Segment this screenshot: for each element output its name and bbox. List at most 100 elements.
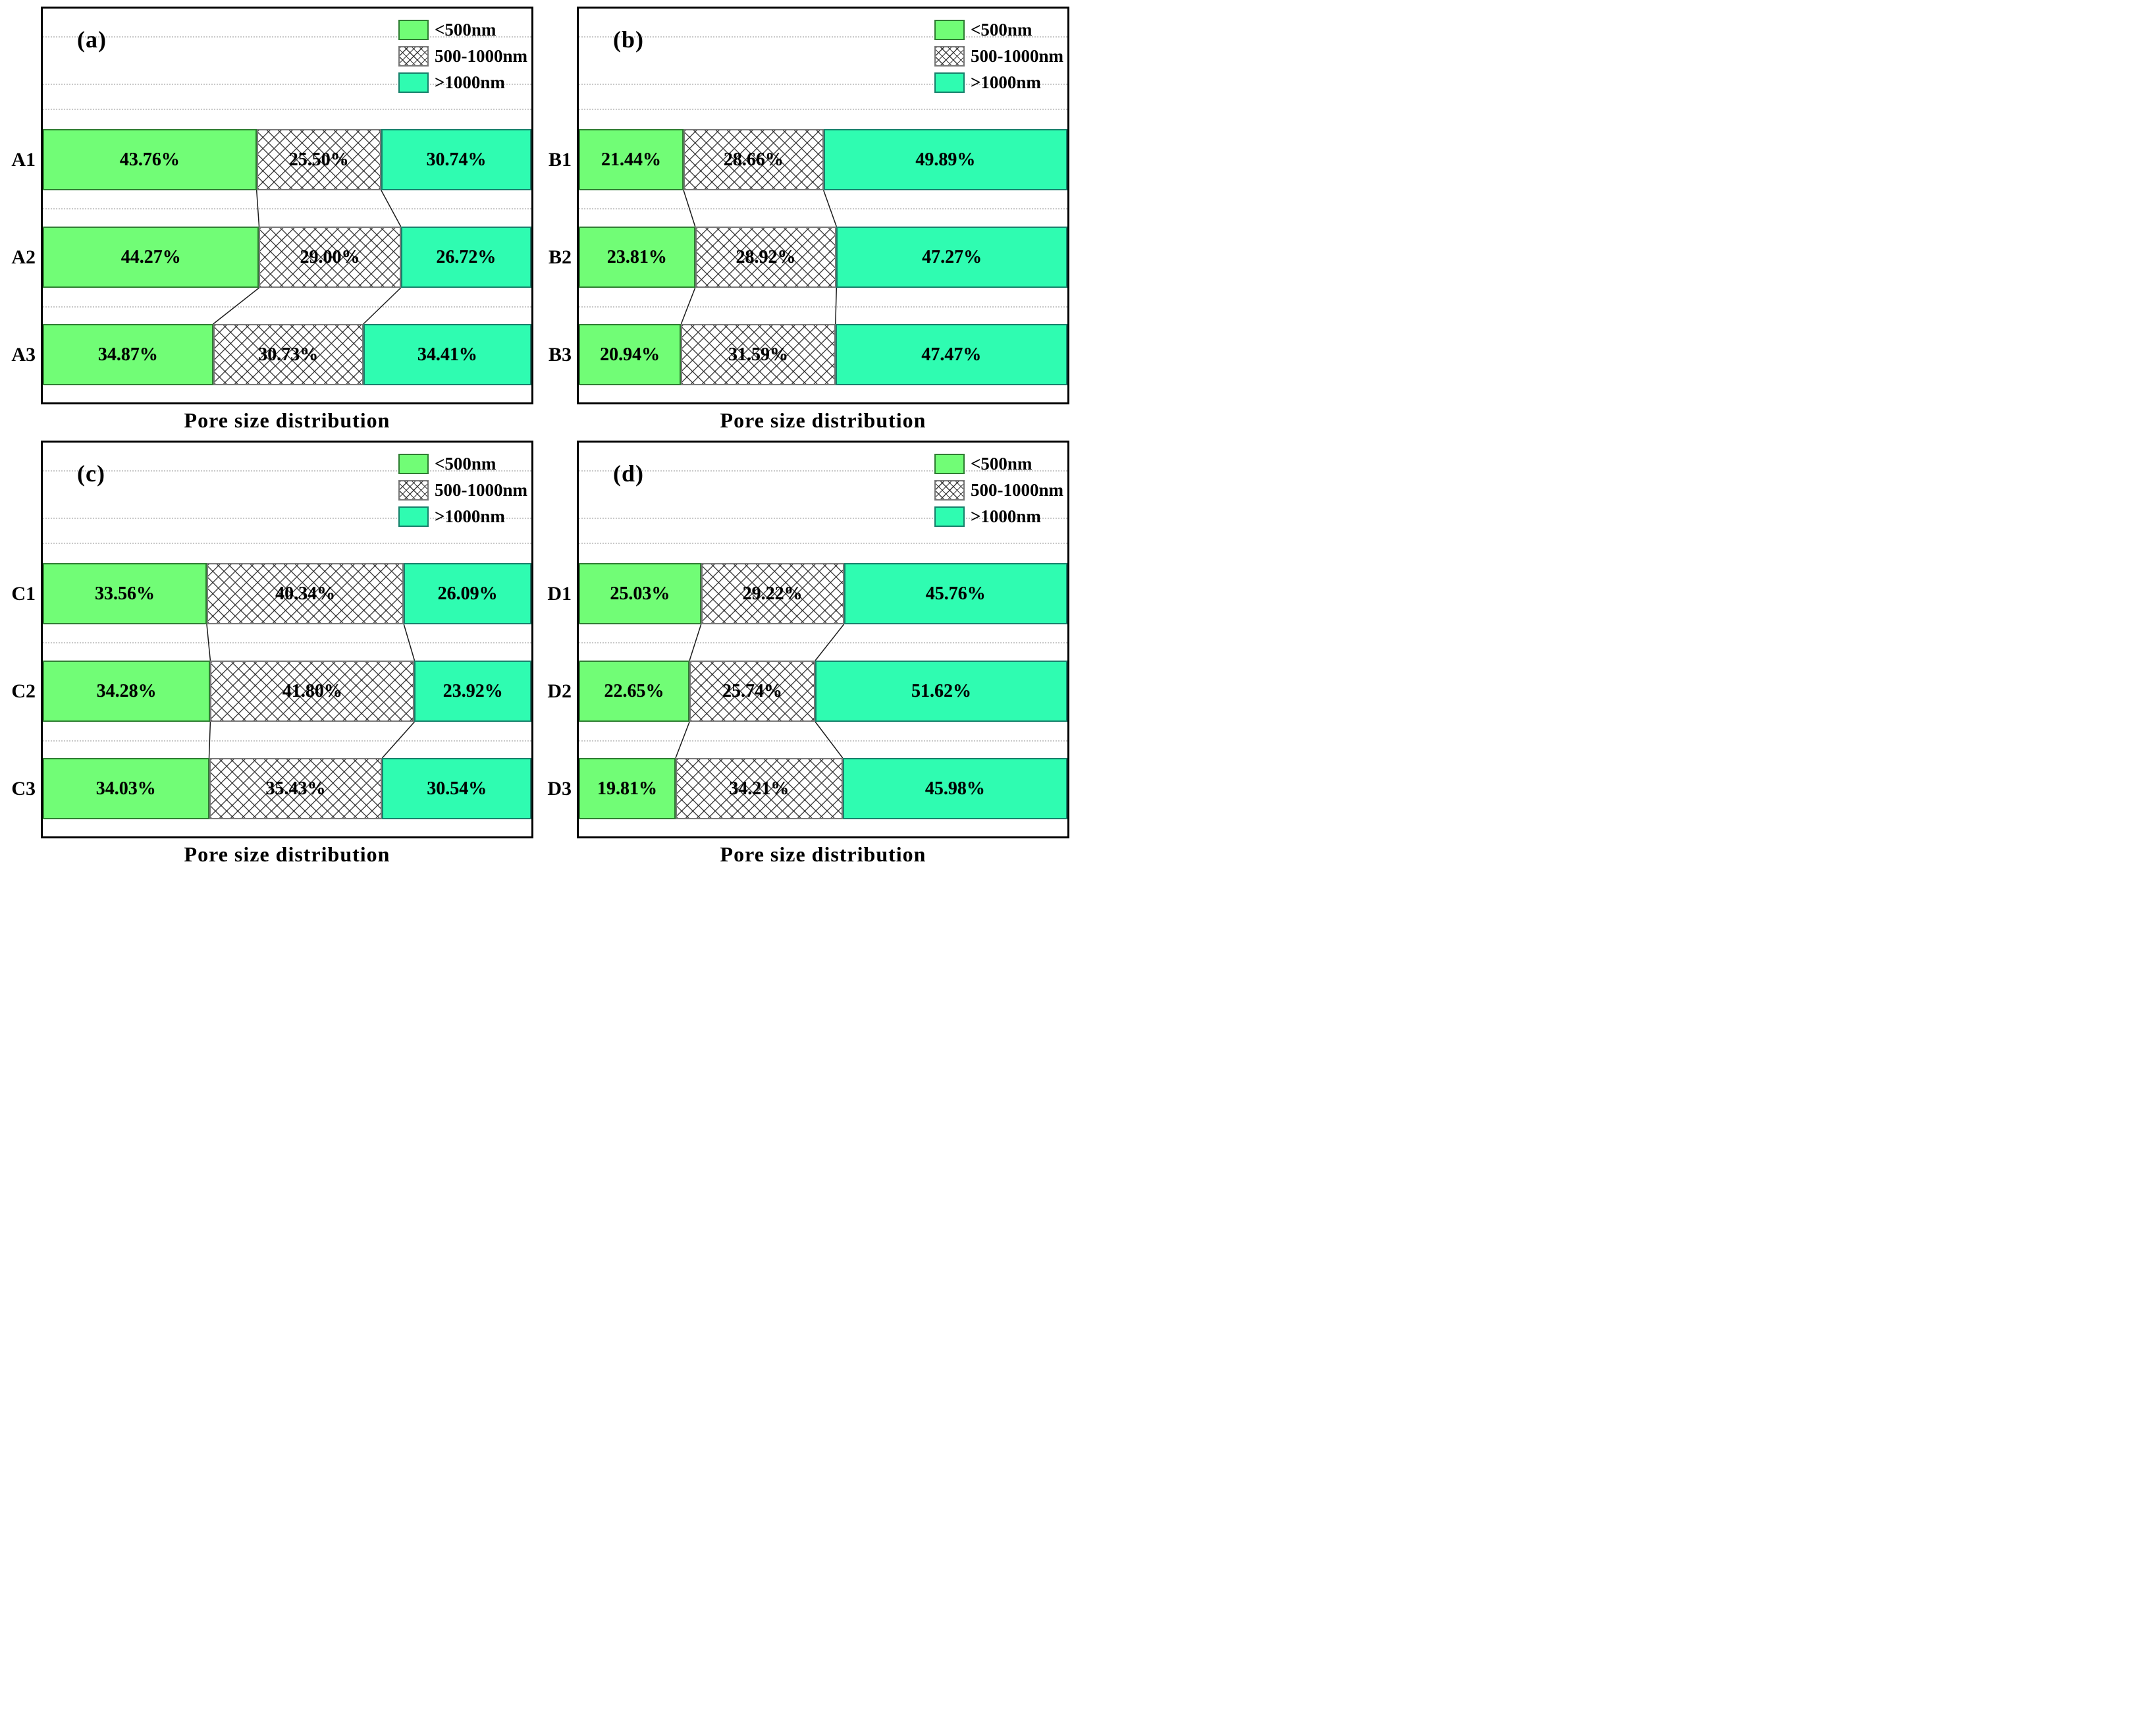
legend-swatch-icon bbox=[934, 20, 965, 40]
bar-segment: 35.43% bbox=[209, 758, 383, 819]
segment-connector-line bbox=[381, 190, 402, 227]
bar-segment: 49.89% bbox=[823, 129, 1067, 190]
segment-value-label: 34.87% bbox=[97, 344, 158, 365]
segment-connector-line bbox=[689, 624, 702, 661]
segment-connector-line bbox=[208, 721, 211, 759]
bar-segment: 47.47% bbox=[835, 324, 1067, 385]
legend-item: >1000nm bbox=[934, 70, 1063, 95]
segment-value-label: 21.44% bbox=[601, 149, 662, 170]
legend-item: >1000nm bbox=[398, 70, 527, 95]
gridline bbox=[579, 740, 1067, 742]
bar-segment: 28.92% bbox=[695, 227, 837, 288]
legend-item: 500-1000nm bbox=[398, 478, 527, 502]
legend-label: >1000nm bbox=[971, 506, 1041, 526]
legend-item: <500nm bbox=[934, 452, 1063, 476]
segment-connector-line bbox=[815, 721, 844, 759]
legend-item: 500-1000nm bbox=[398, 44, 527, 68]
segment-value-label: 34.41% bbox=[417, 344, 477, 365]
x-axis-title: Pore size distribution bbox=[184, 842, 390, 866]
gridline bbox=[579, 109, 1067, 110]
gridline bbox=[43, 642, 531, 643]
plot-area-a: 43.76% 25.50% 30.74% 44.27% 29.00% 26.72% 34.8… bbox=[41, 7, 533, 404]
gridline bbox=[43, 470, 531, 472]
segment-connector-line bbox=[255, 190, 260, 227]
legend-label: >1000nm bbox=[435, 506, 505, 526]
y-axis-label: B3 bbox=[548, 343, 572, 366]
legend-swatch-icon bbox=[398, 46, 429, 67]
y-axis-label: B2 bbox=[548, 246, 572, 268]
segment-value-label: 43.76% bbox=[119, 149, 180, 170]
bar-c1: 33.56% 40.34% 26.09% bbox=[43, 563, 531, 624]
segment-value-label: 45.76% bbox=[925, 583, 986, 604]
legend-label: 500-1000nm bbox=[971, 480, 1063, 500]
bar-segment: 28.66% bbox=[683, 129, 824, 190]
y-axis-label: A3 bbox=[11, 343, 36, 366]
y-axis-label: D2 bbox=[547, 680, 572, 702]
bar-c3: 34.03% 35.43% 30.54% bbox=[43, 758, 531, 819]
segment-connector-line bbox=[835, 287, 838, 325]
panel-c: 33.56% 40.34% 26.09% 34.28% 41.80% 23.92% 34.0… bbox=[0, 434, 536, 868]
bar-d1: 25.03% 29.22% 45.76% bbox=[579, 563, 1067, 624]
segment-value-label: 28.66% bbox=[723, 149, 784, 170]
bars-container: 21.44% 28.66% 49.89% 23.81% 28.92% 47.27% 20.9… bbox=[579, 9, 1067, 402]
bar-segment: 22.65% bbox=[579, 661, 690, 722]
panel-d: 25.03% 29.22% 45.76% 22.65% 25.74% 51.62% 19.8… bbox=[536, 434, 1072, 868]
segment-connector-line bbox=[815, 624, 845, 661]
legend: <500nm 500-1000nm >1000nm bbox=[934, 18, 1063, 95]
bar-c2: 34.28% 41.80% 23.92% bbox=[43, 661, 531, 722]
gridlines bbox=[579, 9, 1067, 402]
bar-b2: 23.81% 28.92% 47.27% bbox=[579, 227, 1067, 288]
y-axis-label: B1 bbox=[548, 148, 572, 171]
bar-b1: 21.44% 28.66% 49.89% bbox=[579, 129, 1067, 190]
bar-segment: 19.81% bbox=[579, 758, 676, 819]
gridline bbox=[579, 543, 1067, 544]
segment-connector-line bbox=[683, 190, 696, 227]
bar-segment: 26.09% bbox=[404, 563, 531, 624]
segment-value-label: 40.34% bbox=[275, 583, 336, 604]
legend-item: <500nm bbox=[398, 452, 527, 476]
y-axis-label: C2 bbox=[11, 680, 36, 702]
legend-label: 500-1000nm bbox=[971, 46, 1063, 66]
segment-value-label: 29.00% bbox=[300, 246, 360, 267]
segment-value-label: 41.80% bbox=[282, 680, 342, 701]
legend-item: >1000nm bbox=[398, 504, 527, 529]
segment-value-label: 34.21% bbox=[729, 778, 790, 799]
legend-item: 500-1000nm bbox=[934, 478, 1063, 502]
segment-value-label: 47.27% bbox=[922, 246, 982, 267]
gridline bbox=[43, 84, 531, 85]
legend-swatch-icon bbox=[934, 480, 965, 501]
legend-swatch-icon bbox=[934, 454, 965, 474]
gridline bbox=[43, 543, 531, 544]
gridlines bbox=[43, 443, 531, 836]
bar-d3: 19.81% 34.21% 45.98% bbox=[579, 758, 1067, 819]
legend-swatch-icon bbox=[934, 46, 965, 67]
y-axis-label: D1 bbox=[547, 582, 572, 605]
legend-swatch-icon bbox=[398, 72, 429, 93]
bar-a2: 44.27% 29.00% 26.72% bbox=[43, 227, 531, 288]
panel-label: (c) bbox=[77, 460, 105, 487]
bar-b3: 20.94% 31.59% 47.47% bbox=[579, 324, 1067, 385]
segment-value-label: 26.09% bbox=[437, 583, 498, 604]
legend: <500nm 500-1000nm >1000nm bbox=[398, 18, 527, 95]
segment-value-label: 29.22% bbox=[742, 583, 803, 604]
bar-segment: 45.76% bbox=[844, 563, 1067, 624]
segment-value-label: 30.54% bbox=[427, 778, 487, 799]
gridline bbox=[579, 84, 1067, 85]
legend-label: 500-1000nm bbox=[435, 46, 527, 66]
legend-label: <500nm bbox=[435, 20, 496, 40]
legend-label: <500nm bbox=[971, 454, 1032, 474]
bar-segment: 23.92% bbox=[414, 661, 531, 722]
segment-value-label: 30.73% bbox=[258, 344, 319, 365]
segment-connector-line bbox=[213, 287, 259, 325]
bar-segment: 31.59% bbox=[681, 324, 836, 385]
segment-connector-line bbox=[680, 287, 696, 325]
panel-label: (a) bbox=[77, 26, 107, 53]
bar-segment: 51.62% bbox=[815, 661, 1067, 722]
panel-label: (d) bbox=[613, 460, 644, 487]
gridline bbox=[579, 208, 1067, 209]
panel-label: (b) bbox=[613, 26, 644, 53]
legend-label: <500nm bbox=[435, 454, 496, 474]
bar-segment: 45.98% bbox=[842, 758, 1067, 819]
x-axis-title: Pore size distribution bbox=[184, 408, 390, 432]
figure-grid: 43.76% 25.50% 30.74% 44.27% 29.00% 26.72% 34.8… bbox=[0, 0, 1072, 868]
